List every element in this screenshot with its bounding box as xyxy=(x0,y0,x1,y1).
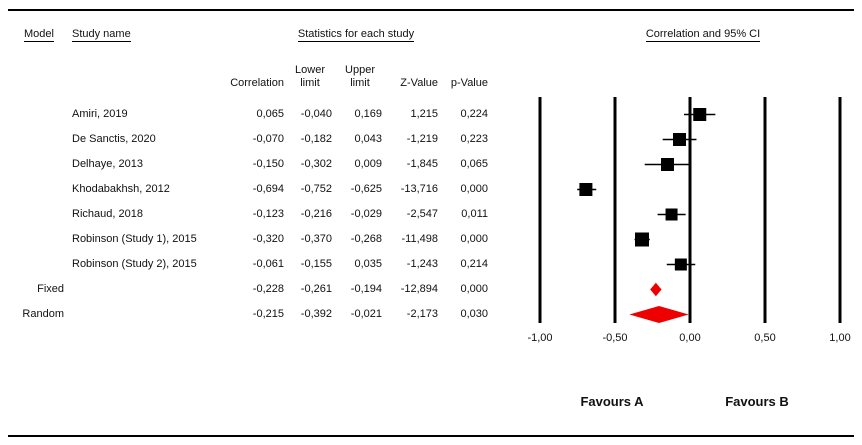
axis-tick-label: 0,50 xyxy=(754,332,776,344)
upper-limit-cell: -0,625 xyxy=(350,183,382,195)
study-point-marker xyxy=(693,108,707,121)
study-row: Delhaye, 2013 -0,150 -0,302 0,009 -1,845 0,06… xyxy=(0,152,540,177)
correlation-cell: -0,150 xyxy=(252,158,284,170)
p-value-cell: 0,065 xyxy=(460,158,488,170)
study-row: Robinson (Study 2), 2015 -0,061 -0,155 0,03… xyxy=(0,252,540,277)
p-value-cell: 0,000 xyxy=(460,183,488,195)
correlation-cell: -0,694 xyxy=(252,183,284,195)
z-value-cell: -2,547 xyxy=(406,208,438,220)
axis-tick-label: 0,00 xyxy=(679,332,701,344)
subheader-lower-limit: Lower limit xyxy=(288,64,332,90)
study-row: Khodabakhsh, 2012 -0,694 -0,752 -0,625 -13,7… xyxy=(0,177,540,202)
correlation-cell: 0,065 xyxy=(256,108,284,120)
lower-limit-cell: -0,302 xyxy=(300,158,332,170)
subheader-upper-limit-line1: Upper xyxy=(345,64,375,76)
favours-a-label: Favours A xyxy=(580,394,644,409)
z-value-cell: 1,215 xyxy=(410,108,438,120)
study-row: Random -0,215 -0,392 -0,021 -2,173 0,030 xyxy=(0,302,540,327)
upper-limit-cell: -0,268 xyxy=(350,233,382,245)
column-header-correlation-ci: Correlation and 95% CI xyxy=(558,28,848,42)
upper-limit-cell: 0,009 xyxy=(354,158,382,170)
correlation-cell: -0,320 xyxy=(252,233,284,245)
column-header-statistics-label: Statistics for each study xyxy=(297,28,415,42)
upper-limit-cell: 0,169 xyxy=(354,108,382,120)
column-header-statistics: Statistics for each study xyxy=(222,28,490,42)
lower-limit-cell: -0,752 xyxy=(300,183,332,195)
p-value-cell: 0,000 xyxy=(460,283,488,295)
study-point-marker xyxy=(673,133,686,146)
model-cell: Random xyxy=(22,308,64,320)
z-value-cell: -1,219 xyxy=(406,133,438,145)
z-value-cell: -1,243 xyxy=(406,258,438,270)
axis-tick-label: -1,00 xyxy=(527,332,553,344)
upper-limit-cell: 0,043 xyxy=(354,133,382,145)
upper-limit-cell: -0,021 xyxy=(350,308,382,320)
column-header-model-label: Model xyxy=(24,28,54,42)
lower-limit-cell: -0,261 xyxy=(300,283,332,295)
study-row: Amiri, 2019 0,065 -0,040 0,169 1,215 0,224 xyxy=(0,102,540,127)
lower-limit-cell: -0,040 xyxy=(300,108,332,120)
correlation-cell: -0,061 xyxy=(252,258,284,270)
study-point-marker xyxy=(579,183,593,196)
study-name-cell: Khodabakhsh, 2012 xyxy=(72,183,170,195)
subheader-lower-limit-line2: limit xyxy=(300,77,320,89)
study-row: Richaud, 2018 -0,123 -0,216 -0,029 -2,547 0,0… xyxy=(0,202,540,227)
z-value-cell: -1,845 xyxy=(406,158,438,170)
column-header-study-name: Study name xyxy=(72,28,131,42)
correlation-cell: -0,215 xyxy=(252,308,284,320)
p-value-cell: 0,030 xyxy=(460,308,488,320)
column-header-model: Model xyxy=(24,28,54,42)
p-value-cell: 0,011 xyxy=(461,208,488,220)
subheader-upper-limit-line2: limit xyxy=(350,77,370,89)
study-point-marker xyxy=(674,258,687,271)
column-header-correlation-ci-label: Correlation and 95% CI xyxy=(645,28,761,42)
subheader-correlation: Correlation xyxy=(230,77,284,89)
subheader-lower-limit-line1: Lower xyxy=(295,64,325,76)
lower-limit-cell: -0,370 xyxy=(300,233,332,245)
correlation-cell: -0,228 xyxy=(252,283,284,295)
study-point-marker xyxy=(635,232,649,247)
correlation-cell: -0,123 xyxy=(252,208,284,220)
subheader-p-value: p-Value xyxy=(450,77,488,89)
study-name-cell: Robinson (Study 1), 2015 xyxy=(72,233,197,245)
axis-tick-label: -0,50 xyxy=(602,332,628,344)
upper-limit-cell: -0,194 xyxy=(350,283,382,295)
z-value-cell: -13,716 xyxy=(400,183,438,195)
p-value-cell: 0,000 xyxy=(460,233,488,245)
study-name-cell: Richaud, 2018 xyxy=(72,208,143,220)
study-name-cell: De Sanctis, 2020 xyxy=(72,133,156,145)
lower-limit-cell: -0,182 xyxy=(300,133,332,145)
lower-limit-cell: -0,392 xyxy=(300,308,332,320)
correlation-cell: -0,070 xyxy=(252,133,284,145)
column-header-study-name-label: Study name xyxy=(72,28,131,42)
lower-limit-cell: -0,216 xyxy=(300,208,332,220)
z-value-cell: -11,498 xyxy=(401,233,439,245)
bottom-rule xyxy=(8,435,854,437)
favours-b-label: Favours B xyxy=(725,394,789,409)
study-name-cell: Robinson (Study 2), 2015 xyxy=(72,258,197,270)
study-point-marker xyxy=(661,158,674,171)
study-row: Fixed -0,228 -0,261 -0,194 -12,894 0,000 xyxy=(0,277,540,302)
study-point-marker xyxy=(665,208,678,221)
lower-limit-cell: -0,155 xyxy=(300,258,332,270)
z-value-cell: -12,894 xyxy=(400,283,438,295)
z-value-cell: -2,173 xyxy=(406,308,438,320)
study-name-cell: Delhaye, 2013 xyxy=(72,158,143,170)
subheader-upper-limit: Upper limit xyxy=(338,64,382,90)
model-cell: Fixed xyxy=(37,283,64,295)
p-value-cell: 0,224 xyxy=(460,108,488,120)
top-rule xyxy=(8,9,854,11)
upper-limit-cell: 0,035 xyxy=(354,258,382,270)
study-row: De Sanctis, 2020 -0,070 -0,182 0,043 -1,219 0… xyxy=(0,127,540,152)
upper-limit-cell: -0,029 xyxy=(350,208,382,220)
study-name-cell: Amiri, 2019 xyxy=(72,108,128,120)
p-value-cell: 0,214 xyxy=(460,258,488,270)
axis-tick-label: 1,00 xyxy=(829,332,851,344)
summary-diamond-marker xyxy=(650,282,662,297)
subheader-z-value: Z-Value xyxy=(400,77,438,89)
study-row: Robinson (Study 1), 2015 -0,320 -0,370 -0,2… xyxy=(0,227,540,252)
summary-diamond-marker xyxy=(629,305,689,324)
p-value-cell: 0,223 xyxy=(460,133,488,145)
